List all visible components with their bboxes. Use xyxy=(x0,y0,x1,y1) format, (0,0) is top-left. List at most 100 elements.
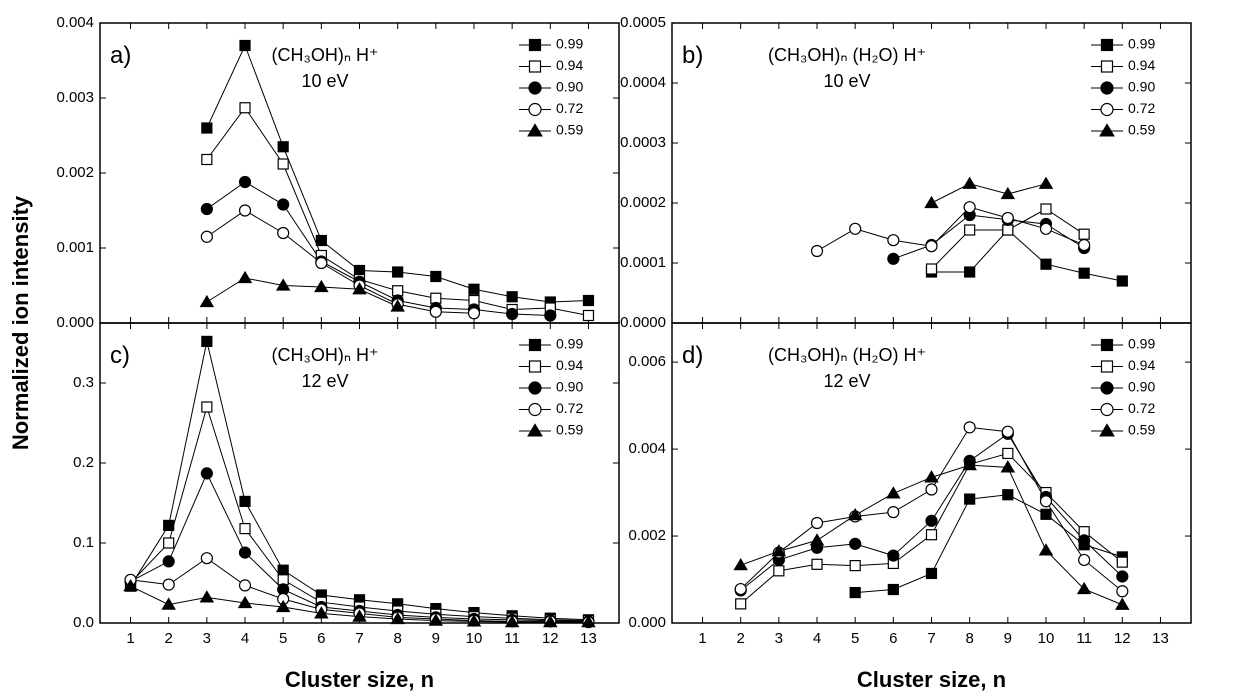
y-tick-label: 0.1 xyxy=(73,534,94,551)
legend-label: 0.94 xyxy=(556,357,583,373)
panel-subtitle: 12 eV xyxy=(301,371,348,391)
legend-label: 0.99 xyxy=(556,336,583,352)
marker xyxy=(527,123,543,137)
marker xyxy=(315,256,328,270)
x-axis-label: Cluster size, n xyxy=(285,667,434,692)
marker xyxy=(123,579,138,592)
marker xyxy=(430,270,442,283)
legend-label: 0.90 xyxy=(1128,79,1155,95)
marker xyxy=(582,309,595,322)
marker xyxy=(199,294,215,308)
marker xyxy=(1040,203,1052,215)
marker xyxy=(392,285,404,297)
marker xyxy=(925,240,938,253)
marker xyxy=(964,224,976,236)
series-line xyxy=(740,426,1123,592)
marker xyxy=(925,567,938,580)
x-tick-label: 13 xyxy=(1152,630,1169,647)
x-tick-label: 3 xyxy=(203,630,211,647)
marker xyxy=(1039,495,1053,508)
marker xyxy=(528,402,542,417)
legend-label: 0.72 xyxy=(556,400,583,416)
marker xyxy=(277,564,289,576)
marker xyxy=(733,557,748,571)
y-tick-label: 0.000 xyxy=(628,614,666,631)
x-tick-label: 3 xyxy=(775,630,783,647)
legend-label: 0.90 xyxy=(556,379,583,395)
marker xyxy=(161,597,176,610)
y-tick-label: 0.000 xyxy=(56,314,94,331)
legend-label: 0.99 xyxy=(1128,36,1155,52)
marker xyxy=(962,457,977,471)
legend-label: 0.59 xyxy=(1128,422,1155,438)
marker xyxy=(964,266,976,278)
marker xyxy=(925,514,938,527)
marker xyxy=(1038,543,1054,556)
marker xyxy=(1040,508,1052,520)
marker xyxy=(1040,258,1052,270)
legend-label: 0.72 xyxy=(556,100,583,116)
marker xyxy=(468,283,480,295)
panel-subtitle: 12 eV xyxy=(823,371,870,391)
marker xyxy=(771,544,787,557)
marker xyxy=(200,552,213,565)
marker xyxy=(466,614,482,627)
marker xyxy=(925,263,938,275)
marker xyxy=(199,590,215,603)
marker xyxy=(1078,238,1091,252)
y-tick-label: 0.004 xyxy=(628,440,666,457)
x-tick-label: 8 xyxy=(965,630,973,647)
marker xyxy=(1116,556,1128,568)
marker xyxy=(430,292,442,304)
marker xyxy=(528,60,542,73)
marker xyxy=(1001,211,1014,225)
marker xyxy=(1116,570,1129,583)
marker xyxy=(1115,597,1130,610)
marker xyxy=(1100,381,1114,395)
marker xyxy=(528,360,542,373)
marker xyxy=(238,579,252,592)
x-tick-label: 2 xyxy=(165,630,173,647)
y-tick-label: 0.0005 xyxy=(620,14,666,31)
x-tick-label: 4 xyxy=(241,630,249,647)
marker xyxy=(582,294,595,307)
marker xyxy=(887,234,900,247)
panel-title: (CH₃OH)ₙ H⁺ xyxy=(272,45,379,65)
marker xyxy=(1076,581,1092,595)
series-line xyxy=(855,494,1123,594)
panel-label: a) xyxy=(110,42,131,69)
marker xyxy=(275,599,291,613)
marker xyxy=(239,495,251,507)
legend-label: 0.94 xyxy=(1128,357,1155,373)
y-tick-label: 0.0001 xyxy=(620,254,666,271)
marker xyxy=(239,522,251,535)
marker xyxy=(1100,338,1114,352)
marker xyxy=(352,609,367,622)
legend-label: 0.59 xyxy=(1128,122,1155,138)
marker xyxy=(887,252,900,265)
marker xyxy=(1078,534,1091,547)
y-tick-label: 0.0004 xyxy=(620,74,666,91)
marker xyxy=(201,153,213,166)
marker xyxy=(887,506,900,519)
marker xyxy=(886,486,901,499)
marker xyxy=(277,226,290,240)
panel-subtitle: 10 eV xyxy=(301,71,348,91)
y-axis-label: Normalized ion intensity xyxy=(8,195,33,450)
panel-title: (CH₃OH)ₙ H⁺ xyxy=(272,345,379,365)
series-line xyxy=(816,206,1085,252)
marker xyxy=(1100,360,1114,373)
y-tick-label: 0.0003 xyxy=(620,134,666,151)
marker xyxy=(200,467,213,480)
x-tick-label: 9 xyxy=(432,630,440,647)
marker xyxy=(506,307,519,321)
marker xyxy=(429,305,442,318)
marker xyxy=(1078,553,1091,567)
marker xyxy=(809,533,825,546)
x-tick-label: 6 xyxy=(889,630,897,647)
marker xyxy=(1000,460,1016,473)
marker xyxy=(1099,123,1115,137)
marker xyxy=(924,195,939,209)
marker xyxy=(528,38,542,52)
